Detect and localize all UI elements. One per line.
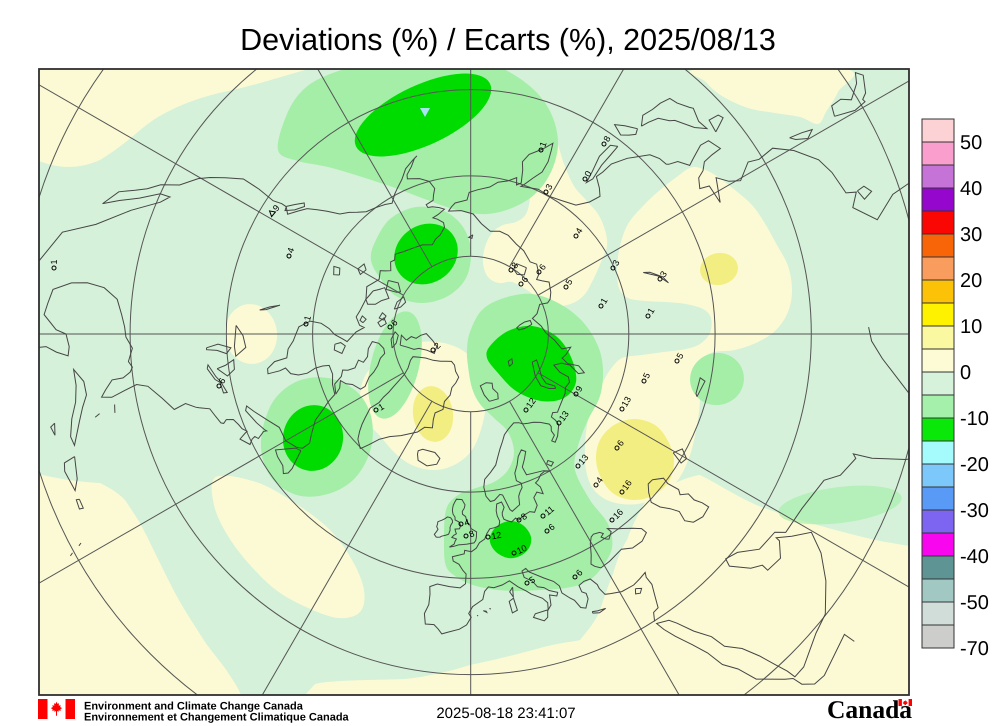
svg-text:4: 4 bbox=[594, 475, 605, 485]
svg-text:5: 5 bbox=[674, 351, 685, 360]
svg-text:8: 8 bbox=[519, 511, 529, 522]
svg-text:4: 4 bbox=[285, 246, 296, 254]
svg-text:-50: -50 bbox=[960, 592, 989, 614]
svg-text:2: 2 bbox=[432, 340, 443, 351]
svg-text:9: 9 bbox=[271, 203, 282, 213]
svg-text:Deviations (%) / Ecarts (%), 2: Deviations (%) / Ecarts (%), 2025/08/13 bbox=[240, 23, 776, 57]
svg-text:10: 10 bbox=[515, 543, 528, 556]
svg-text:3: 3 bbox=[658, 269, 669, 279]
svg-text:1: 1 bbox=[598, 296, 609, 305]
svg-text:6: 6 bbox=[574, 567, 585, 578]
svg-text:Environment and Climate Change: Environment and Climate Change Canada bbox=[84, 701, 304, 713]
svg-text:-30: -30 bbox=[960, 500, 989, 522]
svg-text:0: 0 bbox=[582, 169, 593, 178]
svg-text:50: 50 bbox=[960, 132, 982, 154]
svg-text:16: 16 bbox=[620, 478, 634, 492]
svg-text:6: 6 bbox=[546, 522, 556, 533]
svg-text:9: 9 bbox=[573, 384, 584, 393]
svg-text:8: 8 bbox=[468, 528, 476, 539]
svg-text:1: 1 bbox=[537, 140, 548, 148]
svg-text:1: 1 bbox=[377, 401, 386, 412]
svg-text:6: 6 bbox=[615, 438, 626, 448]
svg-text:3: 3 bbox=[610, 258, 621, 267]
svg-text:-10: -10 bbox=[960, 408, 989, 430]
svg-text:1: 1 bbox=[49, 259, 59, 264]
svg-text:4: 4 bbox=[573, 226, 584, 235]
svg-text:6: 6 bbox=[216, 376, 227, 385]
svg-text:6: 6 bbox=[537, 262, 548, 272]
svg-text:2025-08-18 23:41:07: 2025-08-18 23:41:07 bbox=[436, 705, 575, 722]
svg-text:13: 13 bbox=[576, 452, 590, 466]
svg-text:5: 5 bbox=[563, 277, 574, 286]
svg-text:8: 8 bbox=[509, 260, 520, 270]
svg-text:8: 8 bbox=[601, 134, 612, 143]
svg-text:12: 12 bbox=[524, 396, 538, 410]
svg-text:30: 30 bbox=[960, 224, 982, 246]
svg-text:0: 0 bbox=[960, 362, 971, 384]
svg-text:6: 6 bbox=[519, 274, 530, 284]
svg-text:1: 1 bbox=[645, 306, 656, 315]
svg-text:3: 3 bbox=[543, 182, 554, 191]
svg-text:12: 12 bbox=[491, 530, 503, 542]
svg-text:Canada: Canada bbox=[827, 695, 912, 724]
svg-text:4: 4 bbox=[463, 517, 470, 528]
svg-text:20: 20 bbox=[960, 270, 982, 292]
svg-text:-20: -20 bbox=[960, 454, 989, 476]
svg-text:10: 10 bbox=[960, 316, 982, 338]
svg-text:6: 6 bbox=[389, 317, 400, 328]
svg-text:1: 1 bbox=[302, 314, 313, 321]
svg-text:Environnement et Changement Cl: Environnement et Changement Climatique C… bbox=[84, 712, 350, 724]
svg-text:5: 5 bbox=[641, 371, 652, 380]
svg-text:40: 40 bbox=[960, 178, 982, 200]
svg-text:5: 5 bbox=[528, 574, 537, 585]
svg-text:-70: -70 bbox=[960, 638, 989, 660]
svg-text:13: 13 bbox=[619, 395, 633, 409]
svg-text:13: 13 bbox=[557, 409, 571, 423]
svg-text:-40: -40 bbox=[960, 546, 989, 568]
